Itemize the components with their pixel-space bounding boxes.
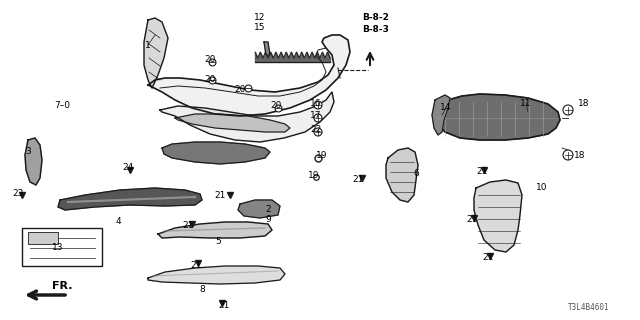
Polygon shape (436, 94, 560, 140)
Polygon shape (386, 148, 418, 202)
Text: 21: 21 (352, 175, 364, 185)
Polygon shape (175, 114, 290, 132)
Text: 14: 14 (440, 103, 452, 113)
Text: 12: 12 (254, 13, 266, 22)
Text: B-8-3: B-8-3 (363, 26, 389, 35)
Bar (28, 232, 58, 244)
Circle shape (314, 128, 322, 136)
Circle shape (563, 105, 573, 115)
Text: 21: 21 (190, 260, 202, 269)
Text: 17: 17 (310, 110, 322, 119)
Text: 6: 6 (413, 169, 419, 178)
Polygon shape (58, 188, 202, 210)
Text: 18: 18 (574, 150, 586, 159)
Text: 7–0: 7–0 (54, 100, 70, 109)
Polygon shape (144, 18, 168, 88)
Text: 3: 3 (25, 148, 31, 156)
Text: 20: 20 (204, 76, 216, 84)
Text: 19: 19 (308, 171, 320, 180)
Text: 22: 22 (310, 125, 322, 134)
Text: 20: 20 (270, 100, 282, 109)
Text: 15: 15 (254, 23, 266, 33)
Polygon shape (264, 42, 270, 55)
Text: 20: 20 (234, 85, 246, 94)
Text: 11: 11 (520, 99, 532, 108)
Text: 21: 21 (214, 191, 226, 201)
Text: 21: 21 (476, 167, 488, 177)
Text: 9: 9 (265, 215, 271, 225)
Circle shape (314, 114, 322, 122)
Polygon shape (238, 200, 280, 218)
Text: 21: 21 (483, 253, 493, 262)
Circle shape (314, 101, 322, 109)
Polygon shape (432, 95, 450, 135)
Circle shape (563, 150, 573, 160)
Text: 23: 23 (12, 188, 24, 197)
Text: 5: 5 (215, 237, 221, 246)
Text: 21: 21 (182, 220, 194, 229)
Text: 18: 18 (579, 99, 589, 108)
Polygon shape (148, 266, 285, 284)
Polygon shape (474, 180, 522, 252)
Polygon shape (162, 142, 270, 164)
Text: 16: 16 (310, 99, 322, 108)
Text: FR.: FR. (52, 281, 72, 291)
Text: 1: 1 (145, 41, 151, 50)
Text: 8: 8 (199, 285, 205, 294)
Text: 10: 10 (536, 183, 548, 193)
Text: 20: 20 (204, 55, 216, 65)
Polygon shape (158, 222, 272, 238)
Text: 13: 13 (52, 244, 64, 252)
Text: 21: 21 (467, 215, 477, 225)
Text: 2: 2 (265, 205, 271, 214)
Text: 21: 21 (218, 300, 230, 309)
Polygon shape (148, 35, 350, 116)
Text: B-8-2: B-8-2 (363, 13, 389, 22)
Text: 24: 24 (122, 163, 134, 172)
Polygon shape (25, 138, 42, 185)
Text: 19: 19 (316, 150, 328, 159)
Bar (22, 228, 102, 266)
Text: T3L4B4601: T3L4B4601 (568, 303, 610, 312)
Text: 4: 4 (115, 218, 121, 227)
Polygon shape (160, 92, 334, 142)
